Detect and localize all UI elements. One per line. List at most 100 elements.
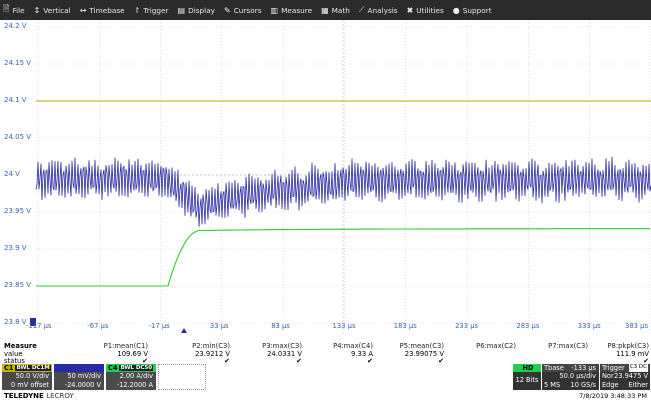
- timebase-label: Tbase: [544, 364, 564, 372]
- x-tick-label: 383 µs: [625, 322, 648, 330]
- measure-param-name[interactable]: P8:pkpk(C3): [607, 342, 649, 350]
- measure-param-name[interactable]: P6:max(C2): [476, 342, 516, 350]
- y-tick-label: 24.1 V: [4, 96, 27, 104]
- trigger-time-marker[interactable]: [181, 328, 187, 333]
- y-tick-label: 24.15 V: [4, 59, 32, 67]
- x-tick-label: 83 µs: [271, 322, 290, 330]
- measure-param-value: 24.0331 V: [267, 350, 302, 358]
- menu-utilities[interactable]: ✖ Utilities: [407, 6, 444, 15]
- menu-label: Timebase: [89, 5, 125, 15]
- menu-label: Display: [188, 5, 215, 15]
- trigger-slope: Either: [628, 380, 648, 389]
- hd-badge: HD: [522, 364, 534, 372]
- menu-measure[interactable]: ▥ Measure: [271, 6, 313, 15]
- measure-icon: ▥: [270, 5, 279, 15]
- y-tick-label: 23.9 V: [4, 244, 27, 252]
- y-tick-label: 24.05 V: [4, 133, 32, 141]
- y-tick-label: 24 V: [4, 170, 20, 178]
- x-tick-label: 333 µs: [577, 322, 601, 330]
- measure-status-label: status: [4, 357, 25, 365]
- support-icon: ●: [452, 5, 460, 15]
- menu-label: Math: [331, 5, 350, 15]
- x-tick-label: -17 µs: [148, 322, 170, 330]
- c3-descriptor[interactable]: 50 mV/div -24.0000 V: [54, 364, 104, 390]
- acq-bits-box[interactable]: HD 12 Bits: [513, 364, 541, 390]
- file-icon: 🗎: [3, 4, 10, 13]
- c1-flags: BWL DC1M: [15, 365, 51, 371]
- timebase-descriptor[interactable]: Tbase -133 µs 50.0 µs/div 5 MS 10 GS/s: [542, 364, 599, 390]
- c1-scale: 50.0 V/div: [15, 372, 49, 380]
- measure-param-name[interactable]: P2:min(C3): [192, 342, 230, 350]
- menu-label: File: [12, 5, 25, 15]
- menu-trigger[interactable]: ↾ Trigger: [134, 6, 169, 15]
- measure-param-value: 23.9212 V: [195, 350, 230, 358]
- menu-label: Vertical: [43, 5, 71, 15]
- empty-descriptor-slot[interactable]: [158, 364, 206, 390]
- menu-display[interactable]: ▤ Display: [178, 6, 215, 15]
- menu-bar: 🗎 File ↕ Vertical ↔ Timebase ↾ Trigger ▤ Display ✎…: [0, 0, 651, 20]
- trigger-descriptor[interactable]: Trigger C3 DC Nor 23.9475 V Edge Either: [600, 364, 650, 390]
- measure-param-value: 9.33 A: [351, 350, 373, 358]
- trigger-level: 23.9475 V: [614, 372, 648, 380]
- c1-label: C1: [4, 364, 14, 372]
- analysis-icon: ⟋: [358, 5, 365, 14]
- trace-c4: [36, 228, 650, 287]
- vertical-icon: ↕: [33, 5, 41, 15]
- menu-label: Support: [462, 5, 492, 15]
- menu-vertical[interactable]: ↕ Vertical: [34, 6, 71, 15]
- y-tick-label: 23.95 V: [4, 207, 32, 215]
- trigger-icon: ↾: [133, 5, 141, 15]
- menu-label: Measure: [281, 5, 313, 15]
- timebase-samples: 5 MS: [544, 380, 561, 389]
- menu-math[interactable]: ▦ Math: [321, 6, 350, 15]
- trace-c3: [35, 156, 651, 227]
- measure-param-name[interactable]: P3:max(C3): [262, 342, 302, 350]
- c4-label: C4: [108, 364, 118, 372]
- utilities-icon: ✖: [406, 5, 414, 15]
- menu-file[interactable]: 🗎 File: [3, 3, 25, 17]
- menu-timebase[interactable]: ↔ Timebase: [80, 6, 125, 15]
- brand-name: TELEDYNE: [4, 392, 44, 400]
- c4-offset: -12.2000 A: [116, 380, 153, 389]
- c1-descriptor[interactable]: C1 BWL DC1M 50.0 V/div 0 mV offset: [2, 364, 52, 390]
- display-icon: ▤: [177, 5, 186, 15]
- trigger-flag: C3 DC: [628, 364, 648, 372]
- measure-param-status: ✔: [296, 357, 302, 365]
- measure-param-value: 109.69 V: [117, 350, 148, 358]
- x-tick-label: 133 µs: [332, 322, 356, 330]
- ground-marker[interactable]: [30, 318, 36, 326]
- measure-param-name[interactable]: P7:max(C3): [548, 342, 588, 350]
- trigger-mode: Nor: [602, 372, 614, 380]
- measure-value-label: value: [4, 350, 23, 358]
- c4-scale: 2.00 A/div: [119, 372, 153, 380]
- menu-label: Analysis: [367, 5, 398, 15]
- menu-label: Cursors: [233, 5, 262, 15]
- cursors-icon: ✎: [224, 5, 231, 15]
- c4-descriptor[interactable]: C4 BWL DC50 2.00 A/div -12.2000 A: [106, 364, 156, 390]
- c3-scale: 50 mV/div: [67, 372, 101, 380]
- menu-support[interactable]: ● Support: [453, 6, 492, 15]
- trigger-type: Edge: [602, 380, 619, 389]
- measure-param-name[interactable]: P4:max(C4): [333, 342, 373, 350]
- measure-param-name[interactable]: P1:mean(C1): [103, 342, 148, 350]
- menu-label: Utilities: [416, 5, 444, 15]
- date-time: 7/8/2019 3:48:33 PM: [579, 392, 647, 400]
- measure-param-status: ✔: [142, 357, 148, 365]
- brand-logo: TELEDYNE LECROY: [4, 392, 74, 400]
- timebase-rate: 10 GS/s: [570, 380, 596, 389]
- c3-offset: -24.0000 V: [64, 380, 101, 389]
- x-tick-label: 183 µs: [393, 322, 417, 330]
- measure-param-status: ✔: [367, 357, 373, 365]
- math-icon: ▦: [321, 5, 329, 15]
- status-footer: TELEDYNE LECROY 7/8/2019 3:48:33 PM: [0, 392, 651, 402]
- menu-analysis[interactable]: ⟋ Analysis: [359, 5, 398, 15]
- bits-label: 12 Bits: [515, 376, 539, 384]
- measure-param-name[interactable]: P5:mean(C3): [399, 342, 444, 350]
- x-tick-label: -117 µs: [26, 322, 52, 330]
- waveform-grid[interactable]: 24.2 V 24.15 V 24.1 V 24.05 V 24 V 23.95 V 23.…: [0, 20, 651, 341]
- y-tick-label: 24.2 V: [4, 22, 27, 30]
- menu-cursors[interactable]: ✎ Cursors: [224, 6, 262, 15]
- timebase-delay: -133 µs: [571, 364, 596, 372]
- descriptor-bar: C1 BWL DC1M 50.0 V/div 0 mV offset 50 mV…: [0, 364, 651, 392]
- x-tick-label: 233 µs: [455, 322, 479, 330]
